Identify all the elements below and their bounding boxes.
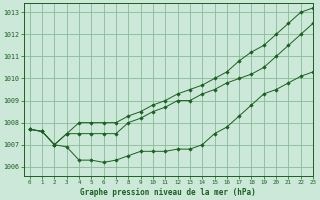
X-axis label: Graphe pression niveau de la mer (hPa): Graphe pression niveau de la mer (hPa) bbox=[80, 188, 256, 197]
